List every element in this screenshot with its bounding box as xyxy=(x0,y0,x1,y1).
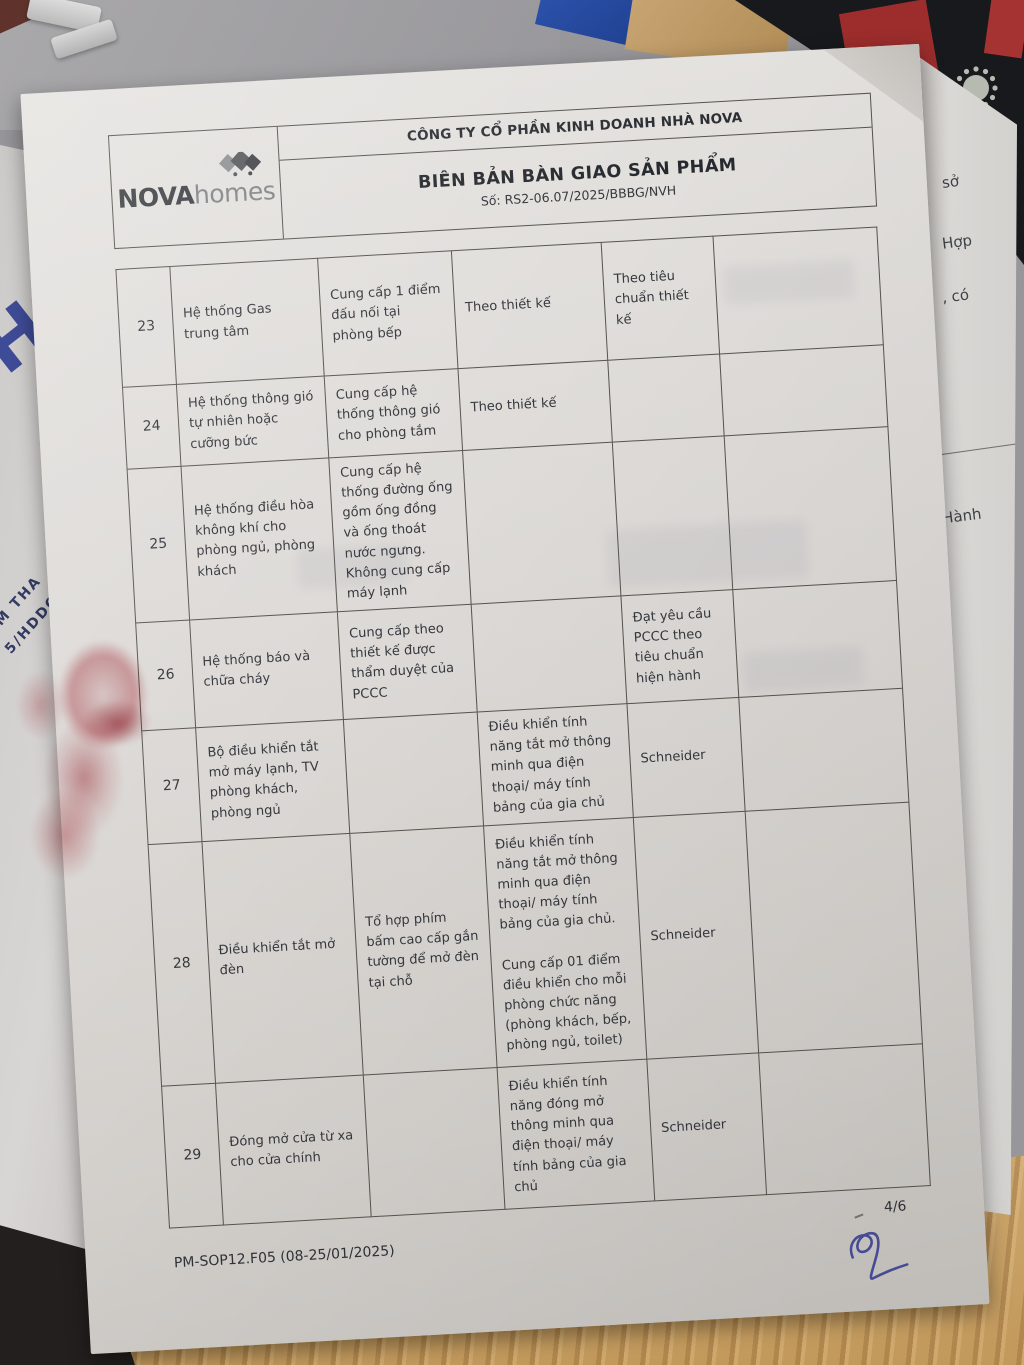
background-text-fragment: Hành xyxy=(941,504,983,528)
background-text-fragment: , có xyxy=(941,285,970,307)
cell-no: 23 xyxy=(115,266,177,388)
cell-item-name: Hệ thống Gas trung tâm xyxy=(169,258,325,385)
cell-standard xyxy=(607,353,725,443)
background-text-fragment: sở xyxy=(940,172,961,192)
cell-detail-spec xyxy=(462,442,621,605)
document-sheet: NOVAhomes CÔNG TY CỔ PHẦN KINH DOANH NHÀ… xyxy=(20,43,990,1355)
cell-no: 27 xyxy=(141,727,202,845)
logo-text-nova: NOVA xyxy=(116,180,195,214)
cell-supply-spec: Cung cấp theo thiết kế được thẩm duyệt c… xyxy=(337,604,478,720)
mountain-logo-icon xyxy=(218,149,262,176)
cell-note xyxy=(738,688,909,812)
cell-item-name: Hệ thống điều hòa không khí cho phòng ng… xyxy=(181,457,338,620)
cell-supply-spec: Tổ hợp phím bấm cao cấp gắn tường để mở … xyxy=(349,825,498,1075)
cell-detail-spec: Theo thiết kế xyxy=(451,242,608,369)
cell-note xyxy=(719,344,888,436)
cell-detail-spec: Điều khiển tính năng đóng mở thông minh … xyxy=(497,1059,655,1210)
cell-standard: Đạt yêu cầu PCCC theo tiêu chuẩn hiện hà… xyxy=(620,589,739,704)
cell-supply-spec: Cung cấp 1 điểm đấu nối tại phòng bếp xyxy=(317,250,458,377)
background-text-fragment: Hợp xyxy=(941,231,973,253)
cell-detail-spec: Theo thiết kế xyxy=(457,360,613,451)
bleed-through-mark xyxy=(723,259,856,306)
cell-item-name: Điều khiển tắt mở đèn xyxy=(201,833,364,1084)
signature-mark xyxy=(849,1231,909,1280)
cell-standard: Theo tiêu chuẩn thiết kế xyxy=(601,236,720,361)
cell-standard: Schneider xyxy=(646,1052,767,1201)
cell-standard: Schneider xyxy=(626,697,746,818)
cell-no: 24 xyxy=(122,384,182,470)
cell-no: 25 xyxy=(127,466,190,623)
bleed-through-mark xyxy=(296,543,409,590)
cell-item-name: Bộ điều khiển tắt mở máy lạnh, TV phòng … xyxy=(195,719,350,842)
cell-supply-spec xyxy=(363,1067,505,1217)
form-code: PM-SOP12.F05 (08-25/01/2025) xyxy=(173,1243,396,1272)
cell-supply-spec: Cung cấp hệ thống đường ống gồm ống đồng… xyxy=(328,450,472,612)
cell-supply-spec xyxy=(343,712,484,834)
page-number: 4/6 xyxy=(883,1198,907,1216)
cell-supply-spec: Cung cấp hệ thống thông gió cho phòng tắ… xyxy=(324,368,463,458)
cell-item-name: Hệ thống thông gió tự nhiên hoặc cưỡng b… xyxy=(176,376,329,467)
document-header: NOVAhomes CÔNG TY CỔ PHẦN KINH DOANH NHÀ… xyxy=(107,92,878,250)
bleed-through-mark xyxy=(605,518,809,589)
cell-no: 29 xyxy=(161,1083,224,1229)
cell-detail-spec: Điều khiển tính năng tắt mở thông minh q… xyxy=(483,817,647,1068)
bleed-through-mark xyxy=(742,645,865,693)
pen-tick-mark xyxy=(854,1213,864,1219)
red-patch xyxy=(983,0,1024,59)
logo-cell: NOVAhomes xyxy=(108,126,284,249)
header-right: CÔNG TY CỔ PHẦN KINH DOANH NHÀ NOVA BIÊN… xyxy=(277,93,876,239)
cell-detail-spec: Điều khiển tính năng tắt mở thông minh q… xyxy=(477,703,634,826)
cell-detail-spec xyxy=(471,595,627,713)
novahomes-logo: NOVAhomes xyxy=(116,149,276,214)
cell-note xyxy=(758,1043,931,1195)
cell-item-name: Hệ thống báo và chữa cháy xyxy=(189,611,344,728)
logo-text-homes: homes xyxy=(193,175,276,210)
cell-item-name: Đóng mở cửa từ xa cho cửa chính xyxy=(215,1074,372,1226)
cell-note xyxy=(745,802,923,1053)
cell-standard: Schneider xyxy=(633,811,759,1060)
cell-no: 26 xyxy=(135,619,196,731)
table-row: 28 Điều khiển tắt mở đèn Tổ hợp phím bấm… xyxy=(148,802,923,1087)
handover-table: 23 Hệ thống Gas trung tâm Cung cấp 1 điể… xyxy=(115,226,931,1229)
